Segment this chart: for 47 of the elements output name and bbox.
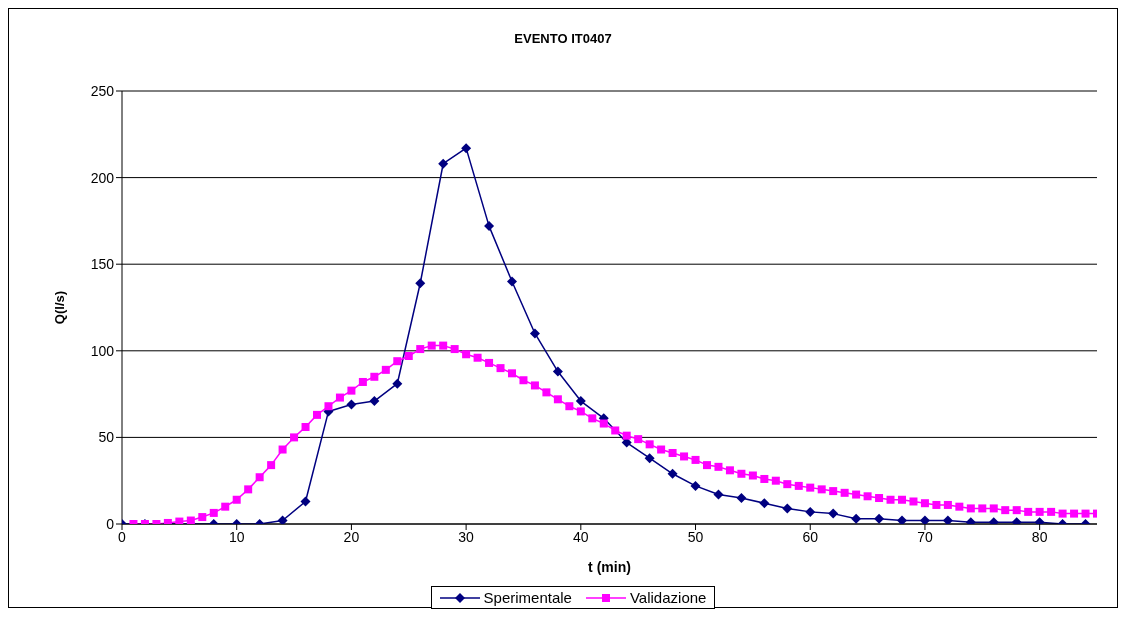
point bbox=[529, 328, 540, 339]
x-axis-title: t (min) bbox=[588, 559, 631, 575]
point bbox=[392, 378, 403, 389]
point bbox=[461, 143, 472, 154]
point bbox=[713, 489, 724, 500]
point bbox=[919, 515, 930, 524]
point bbox=[346, 399, 357, 410]
x-tick-label: 40 bbox=[573, 528, 589, 545]
point bbox=[897, 515, 907, 524]
y-tick-label: 100 bbox=[90, 342, 115, 359]
point bbox=[484, 221, 495, 232]
point bbox=[736, 493, 747, 504]
point bbox=[874, 513, 885, 524]
legend-label: Sperimentale bbox=[483, 589, 572, 606]
point bbox=[805, 506, 816, 517]
y-tick-label: 250 bbox=[90, 82, 115, 99]
point bbox=[828, 508, 839, 519]
point bbox=[438, 158, 449, 169]
x-tick-label: 50 bbox=[687, 528, 704, 545]
point bbox=[644, 453, 655, 464]
y-tick-label: 200 bbox=[90, 169, 115, 186]
point bbox=[942, 515, 953, 524]
point bbox=[277, 515, 288, 524]
chart-title: EVENTO IT0407 bbox=[513, 31, 613, 46]
point bbox=[552, 366, 563, 377]
y-tick-label: 0 bbox=[106, 515, 115, 532]
y-tick-label: 50 bbox=[98, 429, 115, 446]
point bbox=[575, 396, 586, 407]
legend-label: Validazione bbox=[629, 589, 707, 606]
point bbox=[851, 513, 862, 524]
y-tick-label: 150 bbox=[90, 256, 115, 273]
point bbox=[507, 276, 517, 287]
x-tick-label: 30 bbox=[458, 528, 475, 545]
x-tick-label: 20 bbox=[343, 528, 360, 545]
point bbox=[300, 496, 311, 507]
point bbox=[369, 396, 380, 407]
point bbox=[759, 498, 770, 509]
point bbox=[782, 503, 793, 514]
x-tick-label: 80 bbox=[1031, 528, 1048, 545]
x-tick-label: 0 bbox=[118, 528, 127, 545]
point bbox=[415, 278, 426, 289]
x-tick-label: 60 bbox=[802, 528, 819, 545]
y-axis-title: Q(l/s) bbox=[51, 290, 67, 325]
x-tick-label: 10 bbox=[228, 528, 245, 545]
point bbox=[690, 480, 701, 491]
x-tick-label: 70 bbox=[917, 528, 933, 545]
point bbox=[667, 468, 678, 479]
